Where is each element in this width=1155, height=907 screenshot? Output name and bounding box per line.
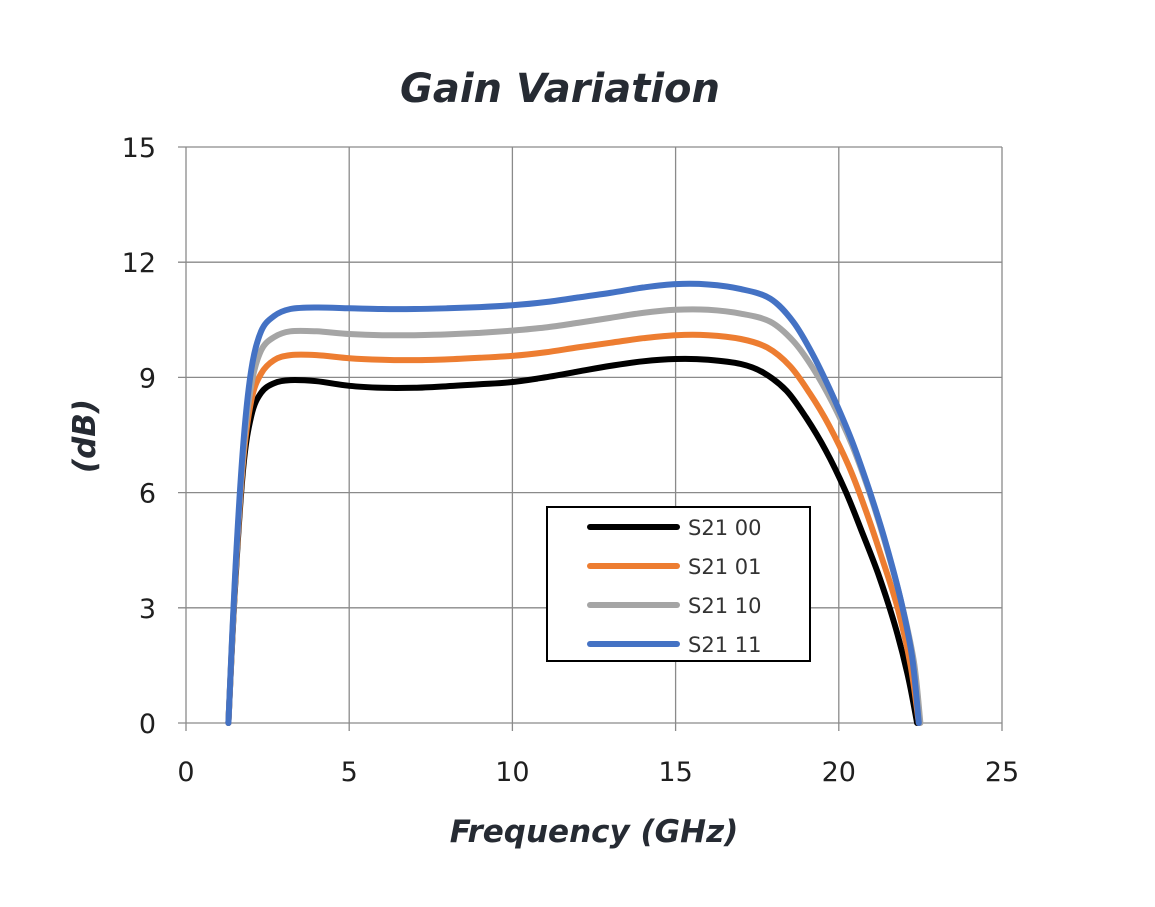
y-tick-label: 0 [139,709,156,740]
x-tick-label: 15 [658,757,692,788]
series-line-s21-01 [225,331,922,726]
legend: S21 00 S21 01 S21 10 S21 11 [546,506,811,662]
y-tick-labels: 0 3 6 9 12 15 [122,133,156,740]
legend-label: S21 01 [688,555,761,579]
legend-box [546,506,811,662]
y-tick-label: 9 [139,363,156,394]
y-tick-label: 3 [139,594,156,625]
x-tick-label: 5 [341,757,358,788]
legend-label: S21 10 [688,594,761,618]
chart-title: Gain Variation [400,66,720,112]
x-tick-labels: 0 5 10 15 20 25 [177,757,1019,788]
y-axis-title: (dB) [67,399,103,473]
series-line-s21-00 [225,355,921,726]
x-tick-label: 20 [822,757,856,788]
series-line-s21-11 [225,280,922,726]
x-tick-label: 0 [177,757,194,788]
legend-label: S21 00 [688,516,761,540]
x-tick-label: 10 [495,757,529,788]
series-lines [225,280,924,726]
x-tick-label: 25 [985,757,1019,788]
y-tick-label: 15 [122,133,156,164]
legend-label: S21 11 [688,633,761,657]
y-tick-label: 6 [139,479,156,510]
x-axis-title: Frequency (GHz) [450,814,739,850]
y-tick-label: 12 [122,248,156,279]
